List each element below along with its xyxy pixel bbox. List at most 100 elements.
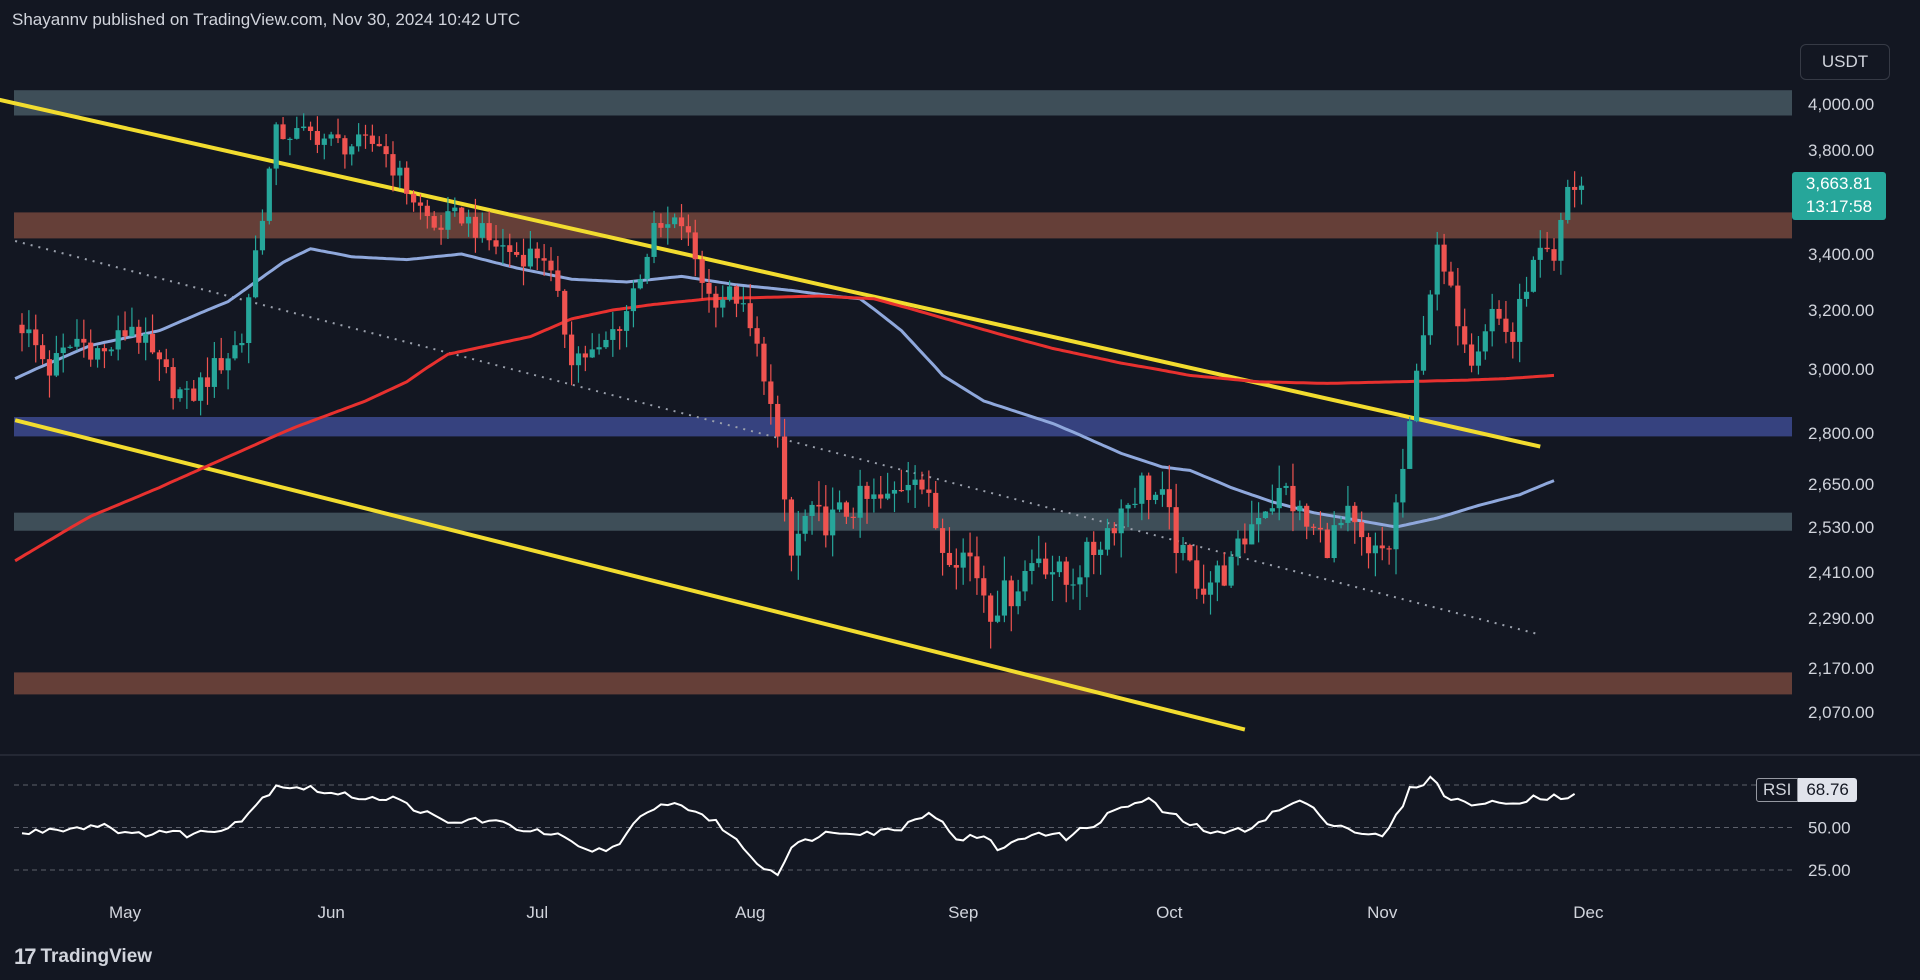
zone-gray-0 [14,90,1792,116]
candle [452,197,458,217]
candle-body [225,358,231,371]
candle-body [445,211,451,230]
candle [1544,231,1550,253]
zone-blue-2 [14,417,1792,437]
tradingview-brand[interactable]: 17 TradingView [14,944,152,970]
candle [321,133,327,160]
candle-body [685,226,691,233]
trendline-2 [14,240,1541,636]
candle [40,334,46,365]
candle [1221,552,1227,587]
moving-average-slow [14,294,1555,563]
candle-body [1159,489,1166,495]
candle-body [1091,541,1097,556]
candle-body [1104,528,1111,550]
candle-body [534,248,540,259]
candle-body [1475,351,1482,366]
candle-body [1359,522,1365,538]
candle-body [720,299,726,308]
candle [1482,324,1488,360]
candle [768,364,774,425]
candle [630,280,637,328]
price-axis: 4,000.00 3,800.00 3,400.00 3,200.00 3,000.00… [1808,95,1874,880]
candle-body [1523,291,1530,299]
candle [1565,179,1571,224]
time-tick-label: Dec [1573,903,1604,922]
candle [1427,290,1433,345]
candle [198,372,204,416]
candle-body [1029,563,1035,571]
candle-body [960,552,966,568]
candle-body [170,367,176,399]
candle-body [1317,527,1324,530]
price-tick-label: 2,290.00 [1808,609,1874,628]
candle [225,352,231,390]
candle [1132,487,1138,509]
candle-body [397,167,403,176]
candle-body [1304,505,1310,527]
candle [246,293,252,364]
time-tick-label: Nov [1367,903,1398,922]
candle [1379,527,1385,561]
candle [781,418,788,522]
candle [1001,556,1008,623]
candle [836,490,843,513]
candle [1324,522,1330,559]
candle-body [1455,285,1461,327]
candle-body [349,146,355,155]
candle-body [40,345,46,360]
candle-body [479,223,485,238]
candle [610,311,616,357]
candle [60,333,66,373]
candle [898,469,904,493]
candle-body [912,479,918,485]
candle-body [314,131,321,145]
candle-body [431,216,437,228]
candle-body [94,348,101,360]
currency-selector[interactable]: USDT [1800,44,1890,80]
candle-body [1517,298,1523,342]
candle [1166,465,1172,530]
candle-body [1407,421,1413,469]
candle-body [1056,561,1062,573]
candle-body [596,347,602,350]
candle-body [1400,468,1406,503]
trendline-1 [14,418,1246,732]
candle [885,472,891,501]
candle [946,527,953,567]
candle [273,122,279,186]
candle-body [905,484,911,491]
candle-body [26,329,32,334]
time-tick-label: Oct [1156,903,1183,922]
candle-body [1043,558,1049,575]
candle [1201,564,1207,604]
rsi-badge[interactable]: RSI 68.76 [1756,778,1857,802]
candle-body [575,353,582,366]
candle-body [569,334,575,366]
candle [830,487,836,557]
candle-body [823,506,829,536]
candle-body [843,502,849,517]
candle-body [1049,572,1056,575]
candle [1331,511,1337,563]
candle [1043,542,1049,579]
candle-body [307,126,314,132]
candle-body [33,329,39,346]
candle [678,204,685,241]
candle [527,230,533,269]
candle-body [287,138,293,141]
zone-brown-4 [14,672,1792,695]
time-tick-label: Jun [317,903,344,922]
candle [582,345,588,372]
candle-body [775,403,781,437]
candle [1414,363,1420,423]
candle [1008,575,1014,632]
candle [1091,531,1097,575]
candle-body [788,499,795,556]
candle-body [1207,582,1214,595]
candle [1297,500,1303,521]
candle-body [953,565,959,568]
candle [163,348,169,374]
candle [1345,485,1351,532]
